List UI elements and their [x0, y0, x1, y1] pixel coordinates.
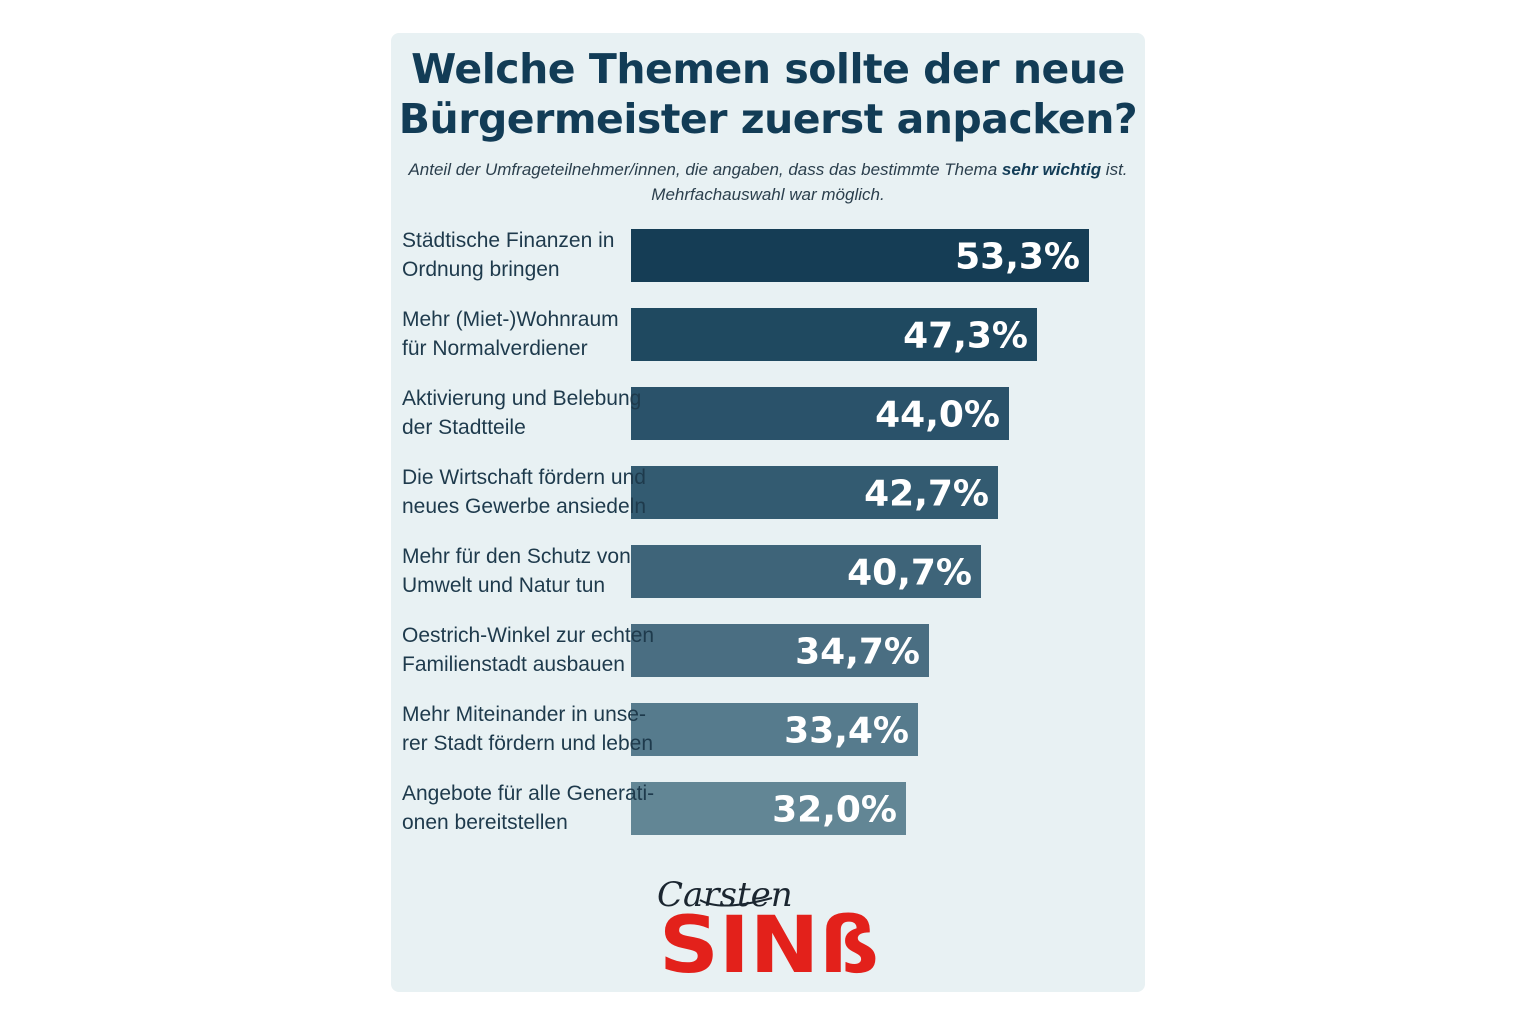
bar-value-label-1: 53,3% [955, 237, 1080, 278]
bar-6 [631, 624, 929, 677]
subtitle-emphasis: sehr wichtig [1001, 160, 1102, 179]
category-label-4-line-1: Die Wirtschaft fördern und [402, 466, 646, 489]
chart-title: Welche Themen sollte der neue Bürgermeis… [0, 44, 1536, 144]
bar-value-label-8: 32,0% [772, 790, 897, 831]
logo-main-text: SINß [659, 901, 879, 991]
category-label-4-line-2: neues Gewerbe ansiedeln [402, 495, 646, 518]
chart-title-line-2: Bürgermeister zuerst anpacken? [398, 95, 1138, 143]
category-label-5-line-1: Mehr für den Schutz von [402, 545, 631, 568]
category-label-5-line-2: Umwelt und Natur tun [402, 574, 605, 597]
bar-1 [631, 229, 1089, 282]
chart-subtitle: Anteil der Umfrageteilnehmer/innen, die … [0, 157, 1536, 207]
category-label-6: Oestrich-Winkel zur echten Familienstadt … [402, 624, 654, 676]
subtitle-suffix: ist. [1101, 160, 1128, 179]
chart-title-line-1: Welche Themen sollte der neue [411, 45, 1125, 93]
category-label-7-line-1: Mehr Miteinander in unse- [402, 703, 646, 726]
bar-3 [631, 387, 1009, 440]
bar-5 [631, 545, 981, 598]
category-label-1-line-2: Ordnung bringen [402, 258, 560, 281]
category-label-3-line-1: Aktivierung und Belebung [402, 387, 641, 410]
category-label-2-line-2: für Normalverdiener [402, 337, 588, 360]
category-label-1-line-1: Städtische Finanzen in [402, 229, 614, 252]
bar-value-label-5: 40,7% [847, 553, 972, 594]
category-label-4: Die Wirtschaft fördern und neues Gewerbe … [402, 466, 646, 518]
category-label-8: Angebote für alle Generati-onen bereitst… [402, 782, 654, 834]
bar-8 [631, 782, 906, 835]
bar-value-label-6: 34,7% [795, 632, 920, 673]
category-label-2-line-1: Mehr (Miet-)Wohnraum [402, 308, 619, 331]
bar-value-label-7: 33,4% [784, 711, 909, 752]
bar-7 [631, 703, 918, 756]
bar-value-label-4: 42,7% [864, 474, 989, 515]
category-label-6-line-2: Familienstadt ausbauen [402, 653, 625, 676]
category-label-6-line-1: Oestrich-Winkel zur echten [402, 624, 654, 647]
bar-value-label-2: 47,3% [903, 316, 1028, 357]
category-label-3-line-2: der Stadtteile [402, 416, 526, 439]
subtitle-prefix: Anteil der Umfrageteilnehmer/innen, die … [408, 160, 1002, 179]
category-label-1: Städtische Finanzen in Ordnung bringen [402, 229, 614, 281]
bar-2 [631, 308, 1037, 361]
category-label-8-line-2: onen bereitstellen [402, 811, 568, 834]
category-label-5: Mehr für den Schutz von Umwelt und Natur … [402, 545, 631, 597]
category-label-8-line-1: Angebote für alle Generati- [402, 782, 654, 805]
subtitle-line-2: Mehrfachauswahl war möglich. [651, 185, 885, 204]
bar-value-label-3: 44,0% [875, 395, 1000, 436]
category-label-2: Mehr (Miet-)Wohnraum für Normalverdiener [402, 308, 619, 360]
logo-script-text: Carsten [657, 875, 793, 915]
category-label-7: Mehr Miteinander in unse-rer Stadt förde… [402, 703, 653, 755]
bar-4 [631, 466, 998, 519]
category-label-3: Aktivierung und Belebung der Stadtteile [402, 387, 641, 439]
subtitle-line-1: Anteil der Umfrageteilnehmer/innen, die … [0, 157, 1536, 182]
category-label-7-line-2: rer Stadt fördern und leben [402, 732, 653, 755]
logo-swash [699, 897, 773, 907]
